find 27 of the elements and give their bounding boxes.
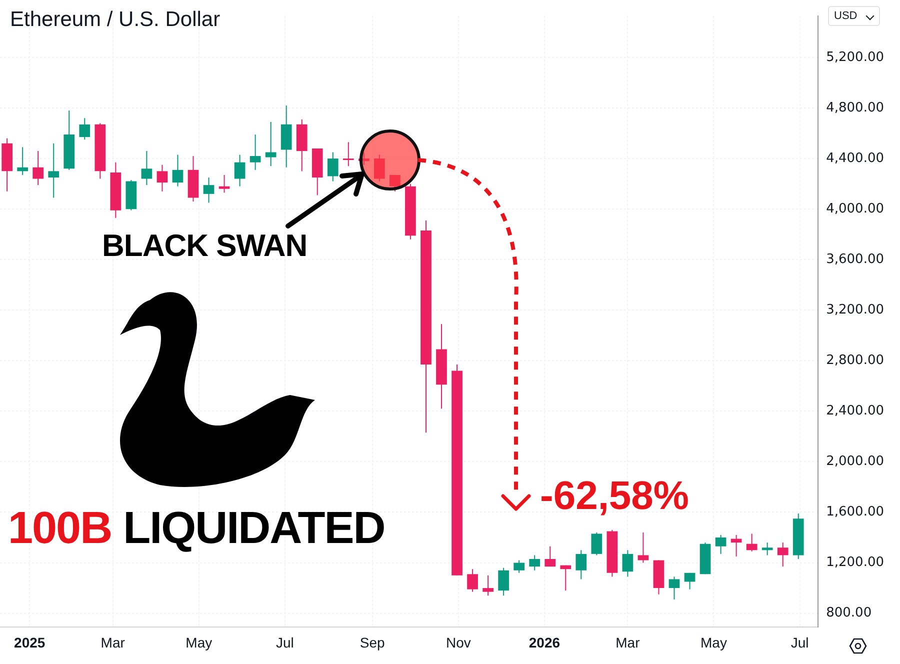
y-tick-label: 3,600.00	[826, 252, 884, 267]
x-tick-label: Sep	[360, 634, 386, 650]
x-tick-label: Mar	[100, 634, 126, 650]
y-tick-label: 4,000.00	[826, 201, 884, 216]
y-tick-label: 4,800.00	[826, 100, 884, 116]
x-tick-label: May	[700, 634, 727, 650]
y-tick-label: 2,400.00	[826, 404, 884, 419]
y-tick-label: 2,800.00	[826, 353, 884, 368]
y-tick-label: 2,000.00	[826, 454, 884, 470]
y-tick-label: 1,600.00	[826, 504, 884, 520]
annotation: -62,58%	[540, 474, 689, 519]
x-tick-label: 2025	[14, 634, 46, 650]
y-tick-label: 5,200.00	[826, 50, 884, 65]
y-tick-label: 800.00	[826, 606, 872, 621]
annotation: BLACK SWAN	[102, 228, 308, 264]
x-tick-label: Mar	[616, 634, 640, 650]
y-tick-label: 1,200.00	[826, 555, 884, 570]
x-tick-label: Jul	[790, 634, 809, 650]
x-tick-label: Nov	[446, 634, 471, 650]
y-tick-label: 3,200.00	[826, 302, 884, 318]
text: USD	[828, 6, 880, 26]
x-tick-label: 2026	[528, 634, 560, 650]
annotation: 100B LIQUIDATED	[8, 502, 385, 554]
chart-title: Ethereum / U.S. Dollar	[10, 8, 220, 32]
y-tick-label: 4,400.00	[826, 150, 884, 166]
x-tick-label: May	[186, 634, 212, 650]
x-tick-label: Jul	[276, 634, 294, 650]
